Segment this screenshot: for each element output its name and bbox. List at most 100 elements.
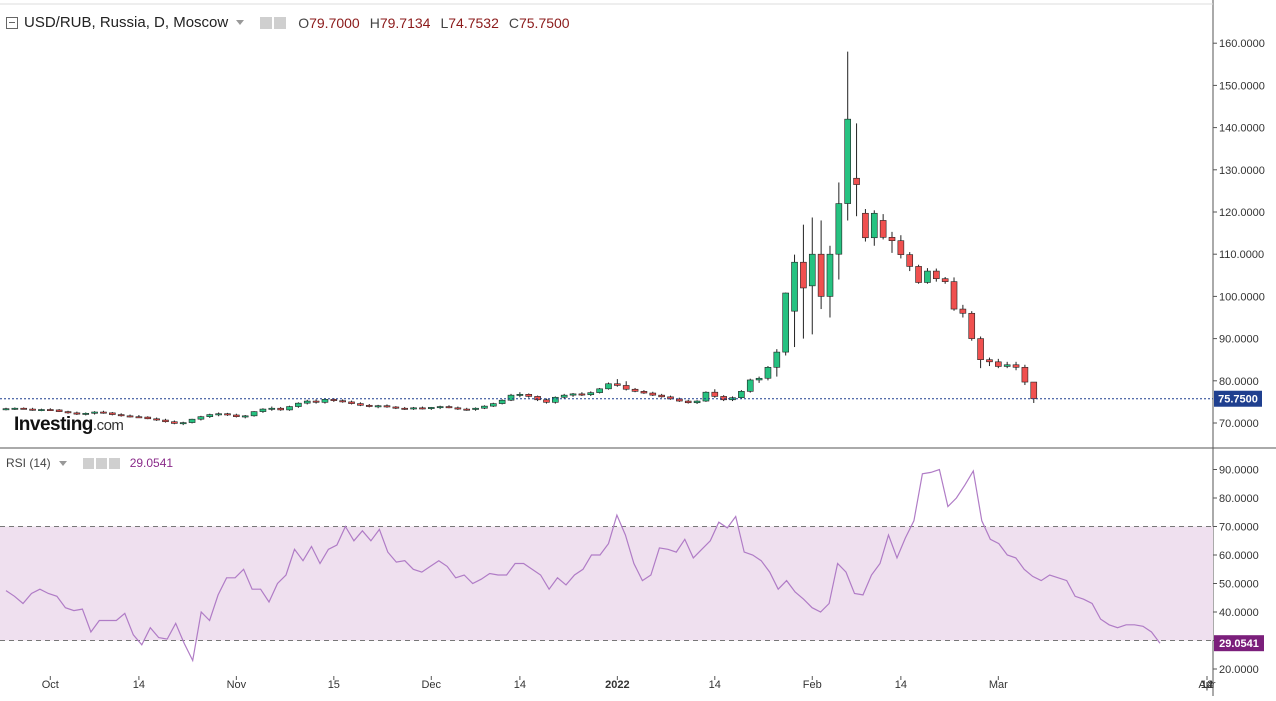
collapse-icon[interactable] [6,16,18,29]
chevron-down-icon[interactable] [236,20,245,25]
candle-body [197,416,205,420]
candle-body [578,393,586,396]
candle-body [702,391,710,402]
y-tick-label: 140.0000 [1219,123,1265,135]
settings-icon[interactable] [274,16,287,29]
candle-body [38,409,45,411]
candle-body [472,407,479,410]
last-price-label: 75.7500 [1218,394,1258,406]
candle-body [436,406,444,409]
candle-body [667,396,674,400]
candle-body [20,407,28,410]
candle-body [73,412,81,415]
candle-body [560,394,568,398]
x-tick-label: Nov [227,679,247,691]
candle-body [11,407,19,410]
x-tick-label: 15 [328,679,340,691]
candle-body [959,308,967,314]
candle-body [312,400,320,403]
last-price-badge [1214,390,1262,407]
close-value: C75.7500 [508,14,570,31]
candle-body [82,412,90,415]
candle-body [1003,364,1011,367]
settings-icon[interactable] [95,457,107,469]
candle-body [720,396,727,401]
rsi-y-tick-label: 80.0000 [1219,493,1259,505]
candle-body [46,409,54,411]
candle-body [587,392,595,396]
x-tick-label: 12 [1201,679,1213,691]
candle-body [29,408,36,411]
close-icon[interactable] [108,457,120,469]
candle-body [950,281,958,310]
x-tick-label: 14 [514,679,526,691]
x-tick-label: 14 [133,679,145,691]
candle-body [286,406,293,411]
rsi-header: RSI (14) 29.0541 [6,456,173,470]
candle-body [268,407,276,410]
rsi-label[interactable]: RSI (14) [6,456,51,470]
x-tick-label: Dec [421,679,441,691]
candle-body [303,400,311,404]
rsi-line [5,468,1161,663]
candle-body [365,404,373,407]
investing-logo: Investing.com [14,414,124,435]
candle-body [171,421,178,424]
y-tick-label: 130.0000 [1219,165,1265,177]
candle-body [605,383,612,390]
candle-body [339,400,346,403]
candle-body [817,253,825,297]
candle-body [374,405,382,408]
candle-body [755,377,763,381]
eye-icon[interactable] [82,457,94,469]
rsi-y-tick-label: 40.0000 [1219,607,1259,619]
y-tick-label: 160.0000 [1219,38,1265,50]
rsi-value-badge [1214,635,1264,652]
candle-body [295,402,302,407]
chevron-down-icon[interactable] [58,460,67,466]
candle-body [357,403,364,406]
header-icons [260,16,287,29]
candle-body [773,351,781,368]
y-tick-label: 70.0000 [1219,418,1259,430]
rsi-y-tick-label: 20.0000 [1219,664,1259,676]
candle-body [764,366,772,379]
candle-body [463,408,471,411]
candle-body [932,270,940,279]
candle-body [507,394,515,401]
candle-body [410,407,417,410]
candle-body [684,400,692,404]
candle-body [835,203,843,255]
candle-body [879,220,887,238]
candle-body [986,359,993,363]
rsi-y-tick-label: 70.0000 [1219,522,1259,534]
candle-body [968,312,976,339]
candle-body [100,411,107,414]
candle-body [924,270,931,283]
candle-body [888,237,896,241]
candle-body [516,394,524,396]
candle-body [791,261,798,312]
candle-body [392,406,400,409]
candle-body [782,292,789,353]
rsi-icons [82,457,120,469]
candle-body [241,415,249,418]
candle-body [498,399,506,404]
symbol-label[interactable]: USD/RUB, Russia, D, Moscow [24,14,229,31]
candle-body [144,416,152,420]
eye-icon[interactable] [260,16,273,29]
candle-body [321,399,329,403]
x-tick-label: 14 [1201,679,1213,691]
candle-body [401,407,409,410]
candle-body [1021,366,1029,383]
candle-body [658,394,665,398]
candle-body [481,405,488,409]
candle-body [711,391,719,397]
candle-body [55,409,63,412]
candle-body [233,414,240,417]
x-tick-label: Feb [803,679,822,691]
candle-body [64,411,72,414]
candle-body [693,400,701,404]
